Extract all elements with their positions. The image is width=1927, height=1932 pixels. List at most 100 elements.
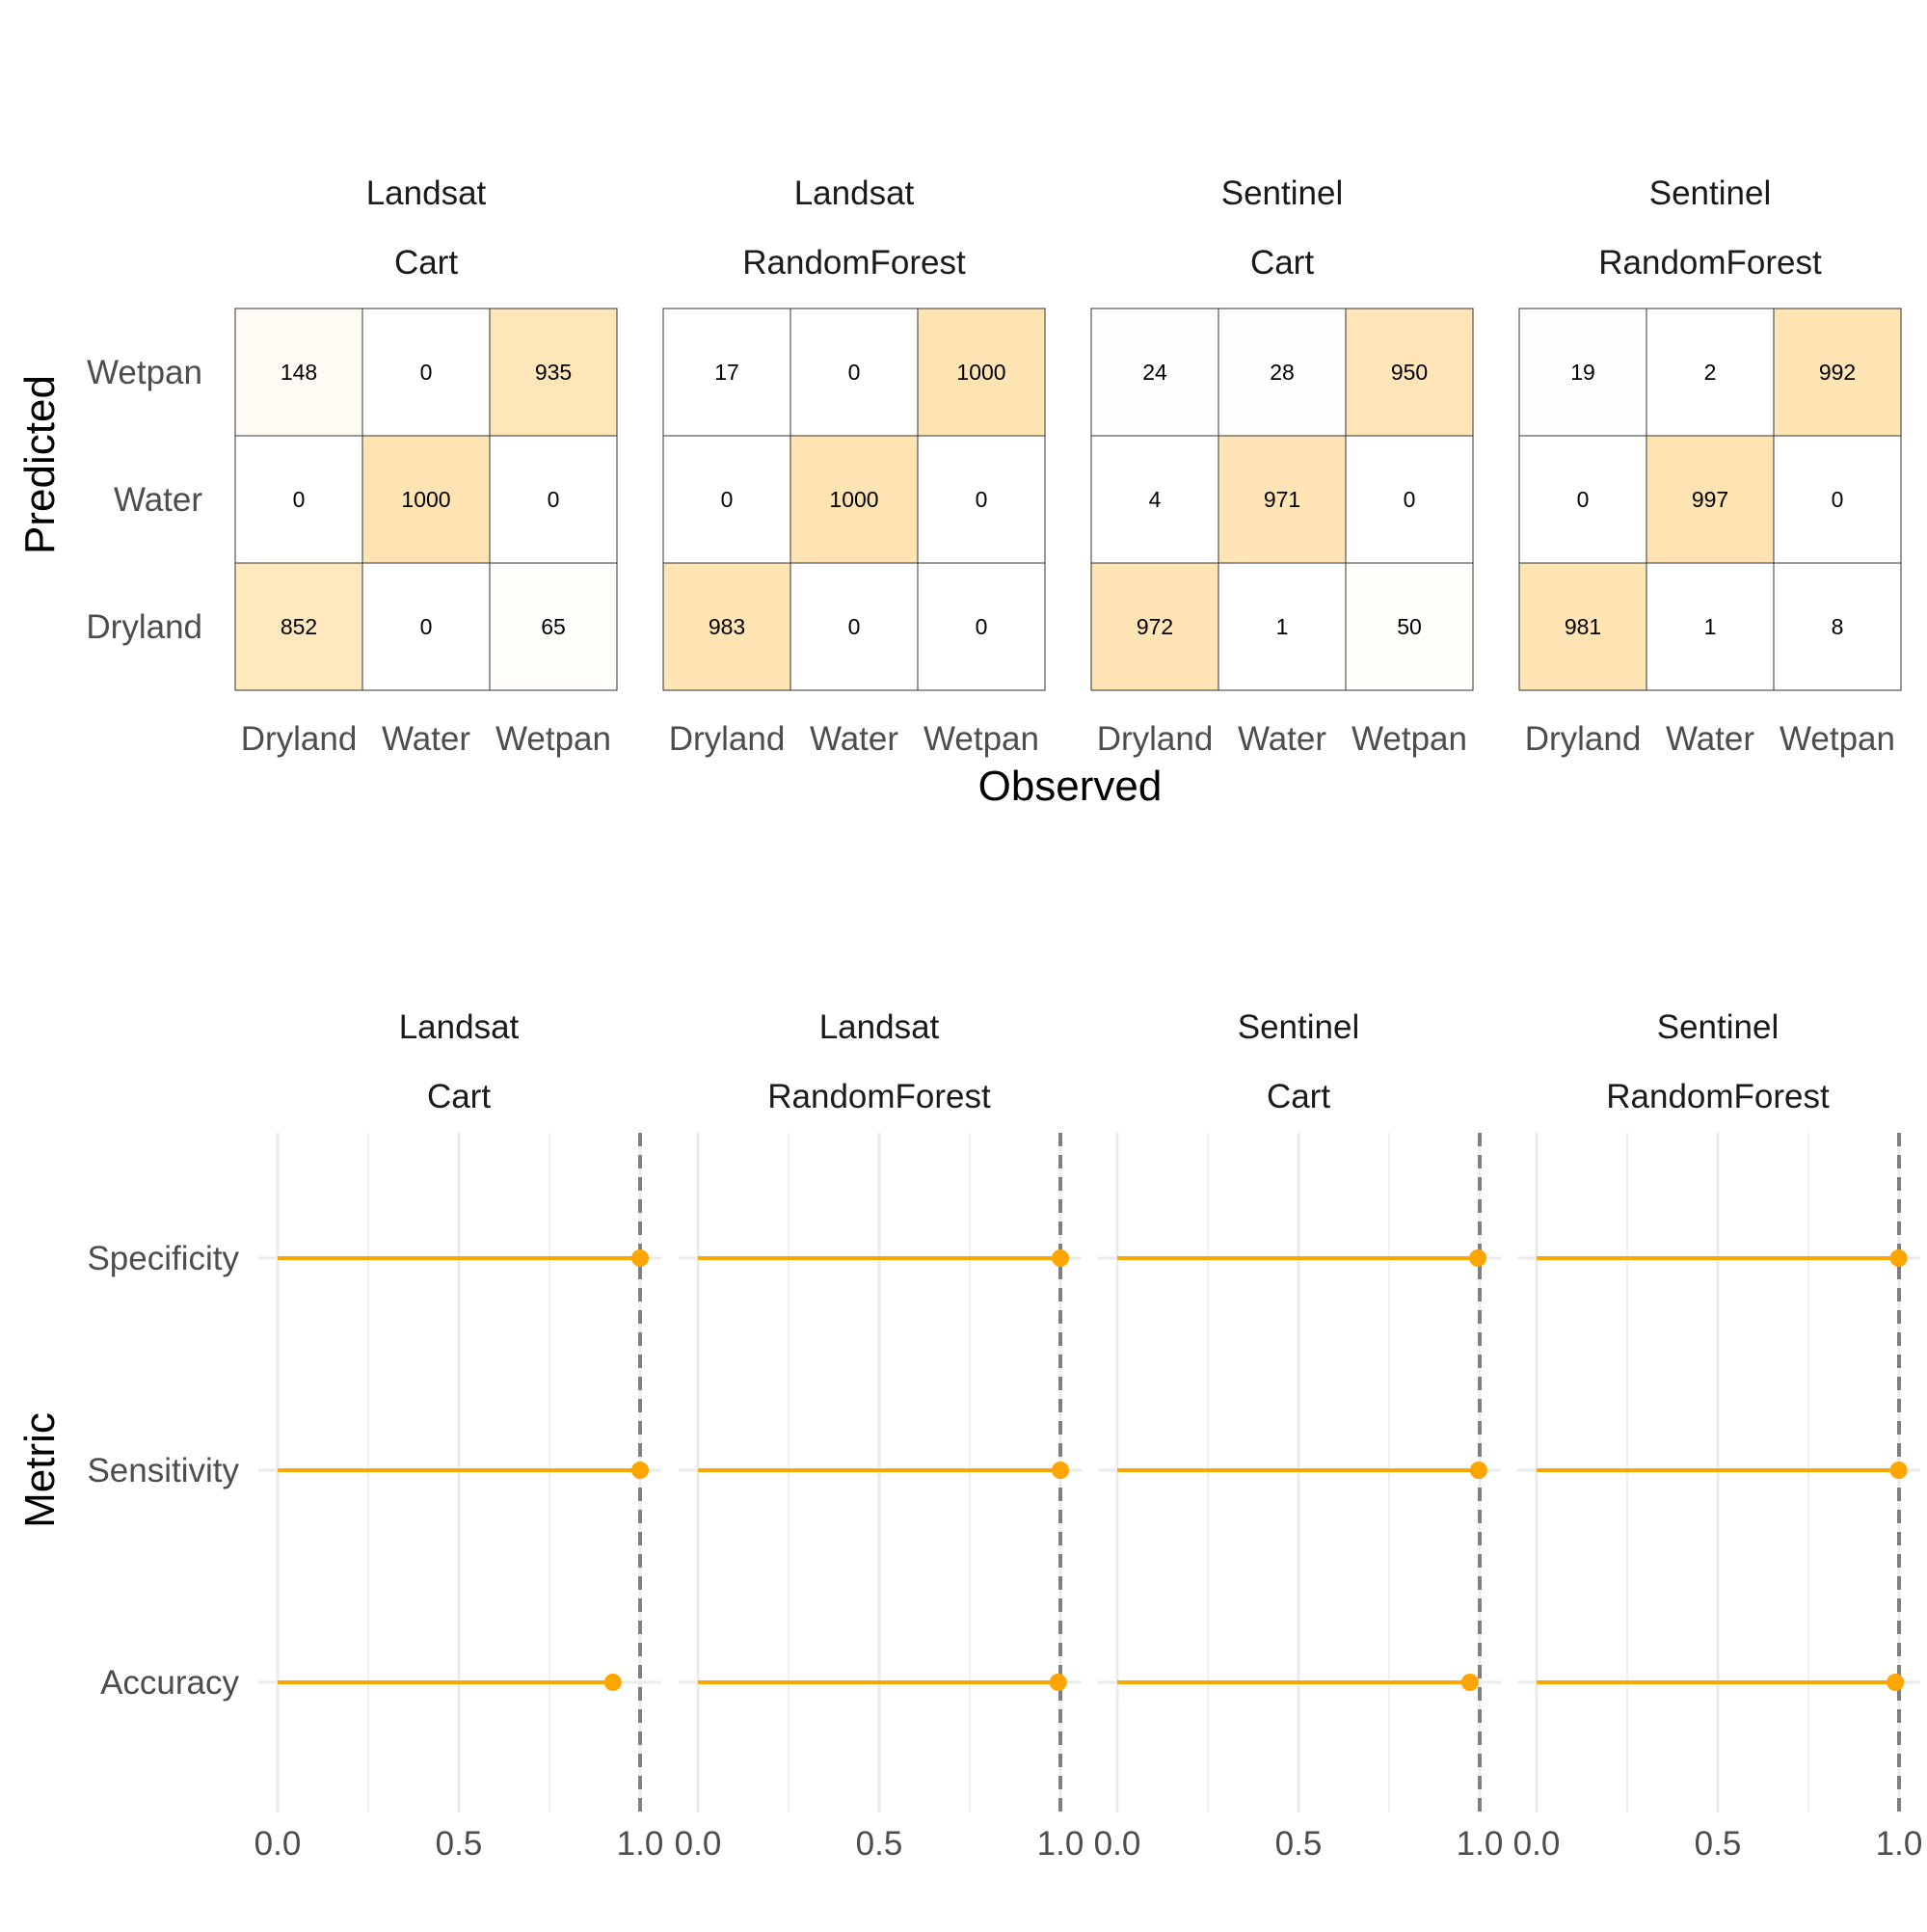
cell-value-label: 4 — [1149, 487, 1162, 512]
panel-strip-label: Cart — [1250, 244, 1314, 282]
panel-strip-label: RandomForest — [742, 244, 966, 282]
x-tick-label: Water — [1238, 720, 1326, 758]
heatmap-cell — [1345, 308, 1474, 437]
cell-value-label: 981 — [1565, 614, 1601, 639]
heatmap-y-axis-title: Predicted — [16, 375, 64, 554]
heatmap-panel: Landsat Cart 148 0 935 0 1000 0 852 0 65 Dryland Wat… — [234, 174, 618, 758]
x-tick-label: 0.0 — [1513, 1825, 1561, 1863]
cell-value-label: 971 — [1264, 487, 1300, 512]
heatmap-panel: Sentinel Cart 24 28 950 4 971 0 972 1 50 Dryland Wat… — [1090, 174, 1474, 758]
heatmap-cell — [489, 562, 618, 691]
x-tick-label: Dryland — [241, 720, 358, 758]
lollipop-point — [1469, 1249, 1487, 1267]
heatmap-cell — [234, 562, 363, 691]
y-tick-label: Wetpan — [87, 354, 202, 391]
heatmap-cell — [489, 308, 618, 437]
panel-strip-label: Sentinel — [1657, 1008, 1779, 1046]
x-tick-label: Water — [1666, 720, 1754, 758]
panel-strip-label: RandomForest — [1606, 1078, 1830, 1115]
panel-strip-label: Sentinel — [1649, 174, 1771, 212]
lollipop-point — [1052, 1249, 1069, 1267]
x-tick-label: 0.5 — [436, 1825, 483, 1863]
x-tick-label: Wetpan — [1780, 720, 1895, 758]
lollipop-point — [1049, 1674, 1067, 1691]
heatmap-cell — [1773, 562, 1902, 691]
heatmap-cell — [917, 435, 1046, 564]
x-tick-label: Dryland — [669, 720, 786, 758]
heatmap-cell — [234, 308, 363, 437]
lollipop-point — [631, 1249, 649, 1267]
heatmap-cell — [361, 308, 491, 437]
metric-panel: Sentinel Cart 0.0 0.5 1.0 — [1094, 1008, 1504, 1863]
cell-value-label: 148 — [281, 360, 317, 385]
panel-strip-label: Landsat — [819, 1008, 940, 1046]
cell-value-label: 1000 — [401, 487, 450, 512]
lollipop-point — [1460, 1674, 1479, 1691]
heatmap-cell — [662, 308, 791, 437]
x-tick-label: Wetpan — [923, 720, 1039, 758]
heatmap-cell — [1218, 308, 1347, 437]
panel-strip-label: Sentinel — [1221, 174, 1343, 212]
cell-value-label: 0 — [420, 614, 433, 639]
panel-strip-label: Landsat — [399, 1008, 520, 1046]
cell-value-label: 0 — [1832, 487, 1844, 512]
lollipop-point — [1469, 1462, 1487, 1479]
heatmap-cell — [1345, 435, 1474, 564]
cell-value-label: 992 — [1819, 360, 1856, 385]
y-tick-label: Sensitivity — [87, 1452, 239, 1489]
cell-value-label: 0 — [548, 487, 560, 512]
x-tick-label: Water — [810, 720, 898, 758]
heatmap-cell — [361, 435, 491, 564]
metric-plot: Landsat Cart 0.0 0.5 1.0 Landsat RandomForest 0… — [87, 1008, 1922, 1863]
y-tick-label: Water — [114, 481, 202, 519]
lollipop-point — [1889, 1462, 1908, 1479]
cell-value-label: 935 — [535, 360, 572, 385]
heatmap-cell — [790, 435, 919, 564]
cell-value-label: 8 — [1832, 614, 1844, 639]
cell-value-label: 0 — [976, 487, 988, 512]
cell-value-label: 852 — [281, 614, 317, 639]
x-tick-label: 0.5 — [1275, 1825, 1323, 1863]
x-tick-label: 0.5 — [1695, 1825, 1742, 1863]
y-tick-label: Dryland — [86, 608, 202, 646]
cell-value-label: 0 — [420, 360, 433, 385]
heatmap-cell — [1773, 435, 1902, 564]
panel-strip-label: Landsat — [366, 174, 487, 212]
x-tick-label: Dryland — [1525, 720, 1642, 758]
cell-value-label: 19 — [1570, 360, 1595, 385]
x-tick-label: 1.0 — [1037, 1825, 1084, 1863]
panel-strip-label: Sentinel — [1238, 1008, 1359, 1046]
x-tick-label: Water — [382, 720, 470, 758]
x-tick-label: 1.0 — [617, 1825, 664, 1863]
heatmap-cell — [1090, 308, 1219, 437]
heatmap-panel: Landsat RandomForest 17 0 1000 0 1000 0 983 0 0 Dry… — [662, 174, 1046, 758]
heatmap-cell — [1646, 562, 1775, 691]
panel-strip-label: Cart — [394, 244, 458, 282]
heatmap-cell — [1518, 435, 1647, 564]
panel-strip-label: Cart — [427, 1078, 491, 1115]
heatmap-cell — [361, 562, 491, 691]
heatmap-cell — [1518, 562, 1647, 691]
cell-value-label: 50 — [1397, 614, 1422, 639]
x-tick-label: 0.5 — [856, 1825, 903, 1863]
panel-strip-label: RandomForest — [1598, 244, 1822, 282]
cell-value-label: 0 — [848, 614, 861, 639]
panel-strip-label: RandomForest — [767, 1078, 991, 1115]
cell-value-label: 1 — [1704, 614, 1717, 639]
heatmap-cell — [234, 435, 363, 564]
x-tick-label: Wetpan — [1352, 720, 1467, 758]
cell-value-label: 1000 — [956, 360, 1005, 385]
heatmap-cell — [1218, 435, 1347, 564]
cell-value-label: 0 — [293, 487, 306, 512]
cell-value-label: 28 — [1270, 360, 1295, 385]
x-tick-label: 1.0 — [1876, 1825, 1923, 1863]
cell-value-label: 17 — [714, 360, 739, 385]
heatmap-cell — [662, 435, 791, 564]
x-tick-label: 1.0 — [1457, 1825, 1504, 1863]
cell-value-label: 0 — [976, 614, 988, 639]
lollipop-point — [603, 1674, 622, 1691]
cell-value-label: 24 — [1142, 360, 1167, 385]
x-tick-label: 0.0 — [1094, 1825, 1141, 1863]
cell-value-label: 1 — [1276, 614, 1289, 639]
